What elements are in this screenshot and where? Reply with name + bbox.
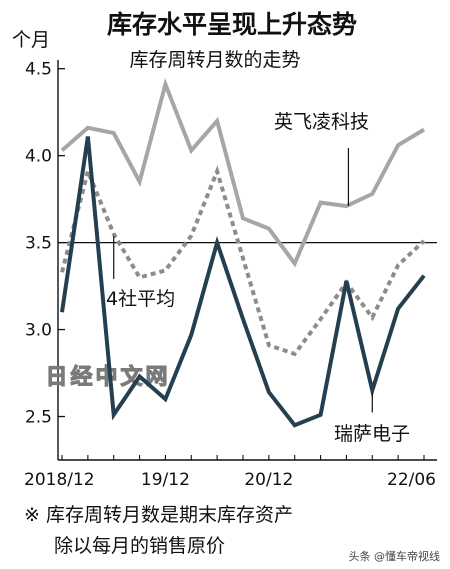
chart-subtitle: 库存周转月数的走势 — [129, 49, 300, 71]
series-line-1 — [60, 77, 426, 268]
series-layer — [60, 77, 426, 428]
y-axis-unit-label: 个月 — [12, 29, 50, 51]
series-line-3 — [60, 136, 426, 428]
y-axis-ticks: 2.5 3.0 3.5 4.0 4.5 — [25, 60, 65, 428]
series-line-2 — [60, 164, 426, 357]
x-tick-label: 19/12 — [141, 470, 190, 490]
footnote-line-1: ※ 库存周转月数是期末库存资产 — [24, 504, 293, 526]
x-tick-label: 20/12 — [244, 470, 293, 490]
chart-title: 库存水平呈现上升态势 — [107, 10, 357, 39]
annotation-label-renesas: 瑞萨电子 — [334, 423, 410, 445]
annotation-label-4-average: 4社平均 — [106, 288, 175, 310]
y-tick-label: 4.0 — [25, 147, 52, 167]
y-tick-label: 2.5 — [25, 408, 52, 428]
x-tick-label: 2018/12 — [24, 470, 95, 490]
x-axis-ticks: 2018/12 19/12 20/12 22/06 — [24, 455, 436, 490]
footnote-line-2: 除以每月的销售原价 — [54, 535, 225, 557]
annotation-label-infineon: 英飞凌科技 — [274, 111, 369, 133]
y-tick-label: 3.5 — [25, 234, 52, 254]
watermark-credit: 头条 @懂车帝视线 — [349, 549, 441, 563]
y-tick-label: 3.0 — [25, 321, 52, 341]
y-tick-label: 4.5 — [25, 60, 52, 80]
x-tick-label: 22/06 — [387, 470, 436, 490]
